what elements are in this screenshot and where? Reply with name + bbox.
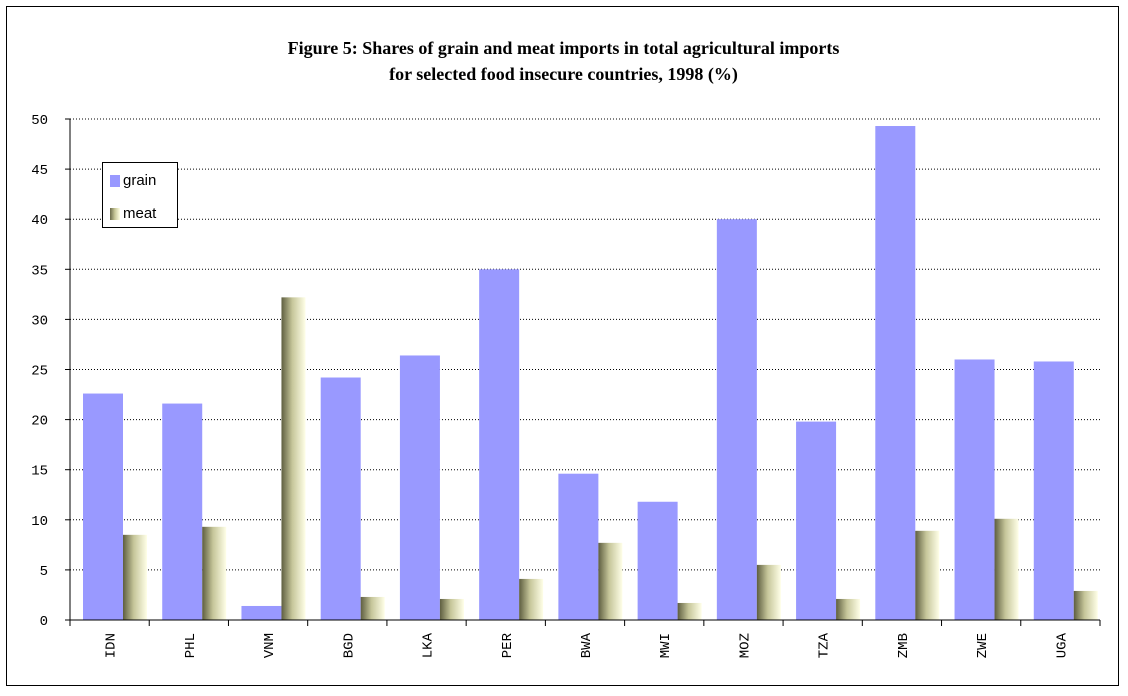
legend: grain meat [102,162,178,228]
x-tick-label-BGD: BGD [341,633,357,658]
x-tick-label-PER: PER [500,632,516,658]
y-tick-label-45: 45 [31,163,48,179]
legend-entry-grain: grain [110,172,156,189]
chart-title: Figure 5: Shares of grain and meat impor… [287,38,840,58]
chart-title-block: Figure 5: Shares of grain and meat impor… [7,35,1120,87]
bar-meat-MOZ [756,564,781,620]
bar-grain-BGD [320,377,361,620]
bar-meat-ZWE [994,518,1019,620]
bar-grain-TZA [796,421,837,620]
bar-meat-LKA [439,598,464,620]
bar-grain-ZMB [875,126,916,620]
chart-subtitle: for selected food insecure countries, 19… [389,64,738,84]
bar-grain-PER [479,269,520,620]
bar-grain-UGA [1033,361,1074,620]
y-tick-label-0: 0 [40,614,48,630]
bar-meat-IDN [123,534,147,620]
bar-meat-MWI [677,602,702,620]
bar-meat-BGD [360,596,385,620]
y-tick-label-15: 15 [31,464,48,480]
x-tick-label-PHL: PHL [183,633,199,658]
x-tick-label-VNM: VNM [262,633,278,658]
y-tick-label-20: 20 [31,414,48,430]
x-tick-label-IDN: IDN [104,633,120,658]
x-tick-label-LKA: LKA [421,632,437,658]
x-tick-label-MOZ: MOZ [737,633,753,658]
x-tick-label-MWI: MWI [658,633,674,658]
x-tick-label-TZA: TZA [817,632,833,658]
legend-label-grain: grain [123,172,157,189]
bar-meat-PER [519,578,544,620]
bar-meat-UGA [1073,590,1098,620]
legend-entry-meat: meat [110,205,156,222]
bar-meat-TZA [836,598,861,620]
x-tick-label-BWA: BWA [579,632,595,658]
y-tick-label-5: 5 [40,564,48,580]
x-tick-label-UGA: UGA [1054,632,1070,658]
bar-meat-BWA [598,542,623,620]
bar-meat-PHL [202,526,227,620]
legend-swatch-grain [110,174,120,187]
legend-label-meat: meat [123,205,157,222]
bar-grain-ZWE [954,359,995,620]
bar-grain-VNM [241,605,282,620]
bar-grain-MWI [637,501,678,620]
x-tick-label-ZMB: ZMB [896,633,912,658]
bar-grain-BWA [558,473,599,620]
legend-swatch-meat [110,207,120,220]
x-tick-label-ZWE: ZWE [975,633,991,658]
bar-meat-VNM [281,297,306,620]
bar-grain-LKA [399,355,440,620]
bar-grain-IDN [83,393,123,620]
y-tick-label-35: 35 [31,263,48,279]
y-tick-label-30: 30 [31,313,48,329]
bar-grain-MOZ [716,219,757,620]
bar-grain-PHL [162,403,203,620]
y-tick-label-50: 50 [31,113,48,129]
y-tick-label-25: 25 [31,364,48,380]
y-tick-label-40: 40 [31,213,48,229]
y-tick-label-10: 10 [31,514,48,530]
bar-meat-ZMB [915,530,940,620]
